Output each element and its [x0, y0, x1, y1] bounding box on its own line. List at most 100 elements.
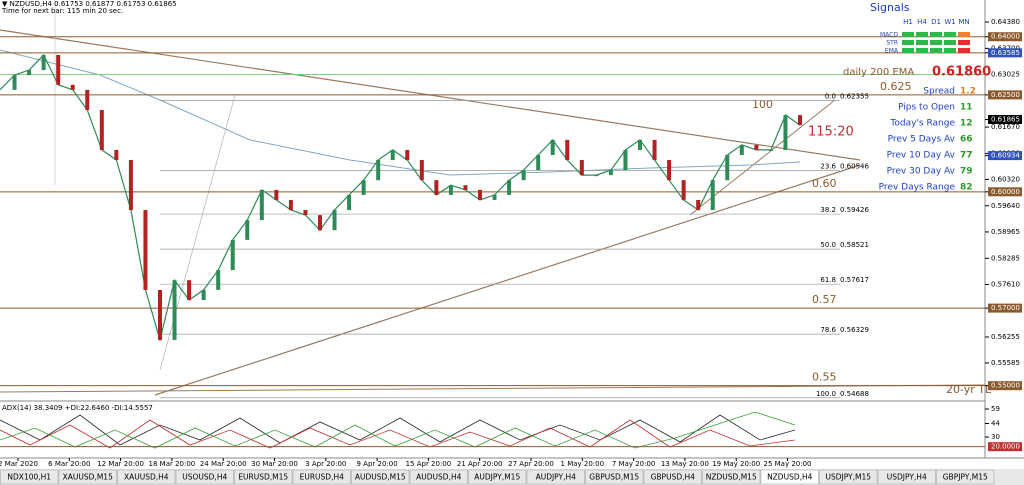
tab-label[interactable]: EURUSD,H4	[300, 473, 344, 482]
price-label: 0.60320	[991, 175, 1020, 183]
price-label: 0.61670	[991, 123, 1020, 131]
fib-price: 0.57617	[840, 276, 869, 284]
candle	[419, 160, 424, 181]
tab[interactable]	[292, 469, 351, 485]
candle	[579, 160, 584, 176]
price-label: 0.61865	[991, 116, 1020, 124]
price-box	[988, 90, 1022, 100]
tab-label[interactable]: EURUSD,M15	[238, 473, 288, 482]
countdown-label: 115:20	[808, 125, 854, 140]
tab-label[interactable]: GBPUSD,M15	[589, 473, 639, 482]
tab[interactable]	[643, 469, 702, 485]
candle	[550, 139, 555, 155]
candle	[768, 149, 773, 151]
fib-price: 0.60546	[840, 163, 869, 171]
signal-column: H4	[917, 18, 927, 26]
price-label: 0.57000	[991, 304, 1020, 312]
tab-label[interactable]: AUDJPY,M15	[474, 473, 520, 482]
tab-label[interactable]: USOUSD,H4	[182, 473, 227, 482]
candle	[798, 115, 802, 126]
tab-label[interactable]: GBPJPY,M15	[943, 473, 988, 482]
price-box	[988, 187, 1022, 197]
price-label: 0.64000	[991, 33, 1020, 41]
tab[interactable]	[877, 469, 936, 485]
candle	[56, 54, 61, 85]
stat-value: 12	[960, 119, 973, 129]
signal-cell	[916, 40, 928, 45]
tab-label[interactable]: XAUUSD,H4	[124, 473, 169, 482]
tab-label[interactable]: NZDUSD,M15	[706, 473, 757, 482]
tab-label[interactable]: AUDJPY,H4	[536, 473, 577, 482]
fib-anchor	[159, 94, 236, 371]
tab-label[interactable]: XAUUSD,M15	[63, 473, 113, 482]
tab[interactable]	[936, 469, 995, 485]
stat-label: Prev 30 Day Av	[887, 167, 956, 177]
tab-label[interactable]: NDX100,H1	[7, 473, 51, 482]
stat-label: Spread	[923, 87, 955, 97]
candle	[172, 280, 177, 340]
price-box	[988, 303, 1022, 313]
price-label: 0.64380	[991, 18, 1020, 26]
stat-value: 79	[960, 167, 973, 177]
price-label: 0.60000	[991, 188, 1020, 196]
date-label: 27 Apr 20:00	[508, 460, 554, 468]
tab-label[interactable]: USDJPY,M15	[825, 473, 871, 482]
tab-label[interactable]: AUDUSD,M15	[355, 473, 406, 482]
tab-label[interactable]: NZDUSD,H4	[767, 473, 813, 482]
tab-label[interactable]: GBPUSD,H4	[651, 473, 696, 482]
candle	[274, 189, 279, 200]
candle	[710, 180, 715, 211]
signal-cell	[930, 32, 942, 37]
tab[interactable]	[351, 469, 410, 485]
fib-level: 38.2	[820, 206, 836, 214]
candle	[347, 194, 352, 211]
trendline	[154, 164, 861, 396]
tab[interactable]	[0, 469, 59, 485]
candle	[332, 210, 337, 231]
candle	[638, 139, 642, 150]
candle	[216, 270, 221, 290]
tab[interactable]	[468, 469, 527, 485]
price-label: 0.58965	[991, 228, 1020, 236]
fib-level: 61.8	[820, 276, 836, 284]
candle	[492, 194, 497, 200]
candle	[725, 154, 730, 181]
tab-label[interactable]: AUDUSD,H4	[416, 473, 461, 482]
candle	[245, 220, 250, 240]
candle	[361, 180, 366, 195]
tab[interactable]	[175, 469, 234, 485]
candle	[187, 280, 192, 300]
candle	[99, 110, 104, 150]
peak-label: 100	[752, 98, 773, 111]
price-box	[988, 151, 1022, 161]
fib-price: 0.59426	[840, 206, 869, 214]
price-label: 0.56255	[991, 333, 1020, 341]
signal-cell	[916, 48, 928, 53]
candle	[608, 170, 613, 176]
plus-di-line	[0, 411, 796, 449]
candle	[681, 180, 686, 200]
price-box	[988, 48, 1022, 58]
tab[interactable]	[58, 469, 117, 485]
adx-label: 20.0000	[991, 443, 1020, 451]
tab[interactable]	[819, 469, 878, 485]
stat-label: Prev 5 Days Av	[888, 135, 956, 145]
candle	[739, 144, 744, 155]
tab[interactable]	[702, 469, 761, 485]
candle	[12, 75, 17, 90]
tab[interactable]	[585, 469, 644, 485]
candle	[85, 89, 90, 111]
tab[interactable]	[409, 469, 468, 485]
tab[interactable]	[117, 469, 176, 485]
signal-row: MACD	[880, 32, 898, 39]
tab-label[interactable]: USDJPY,H4	[887, 473, 927, 482]
tab[interactable]	[234, 469, 293, 485]
tab[interactable]	[760, 469, 819, 485]
price-label: 0.62500	[991, 91, 1020, 99]
tab[interactable]	[526, 469, 585, 485]
adx-title: ADX(14) 38.3409 +DI:22.6460 -DI:14.5557	[2, 404, 153, 412]
signal-cell	[930, 48, 942, 53]
moving-average	[0, 49, 801, 176]
